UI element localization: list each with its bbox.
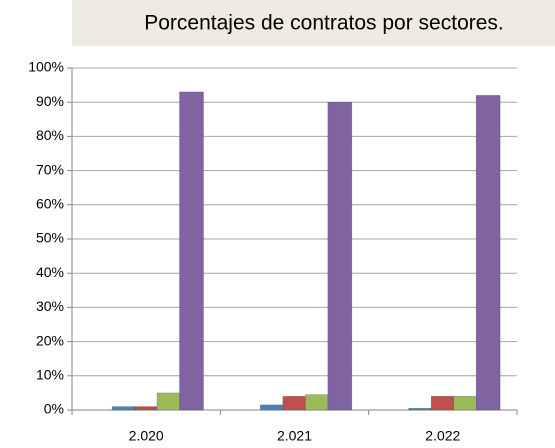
y-tick-label: 40% — [36, 264, 64, 280]
title-box — [72, 0, 555, 46]
y-tick-label: 100% — [28, 59, 64, 75]
y-tick-label: 0% — [44, 401, 64, 417]
y-tick-label: 80% — [36, 127, 64, 143]
y-tick-label: 20% — [36, 332, 64, 348]
y-tick-label: 30% — [36, 298, 64, 314]
y-tick-label: 50% — [36, 230, 64, 246]
bar — [305, 394, 330, 411]
x-tick-label: 2.020 — [129, 428, 164, 444]
x-tick-label: 2.022 — [425, 428, 460, 444]
y-tick-label: 60% — [36, 196, 64, 212]
bar — [475, 95, 501, 411]
bar — [156, 392, 182, 411]
bar — [260, 404, 285, 411]
bar — [282, 396, 308, 411]
y-tick-label: 10% — [36, 367, 64, 383]
bar — [179, 91, 204, 411]
bar — [327, 101, 353, 411]
bar — [453, 396, 478, 411]
x-tick-label: 2.021 — [277, 428, 312, 444]
bar — [134, 406, 159, 411]
bar — [408, 407, 433, 411]
y-tick-label: 90% — [36, 93, 64, 109]
bar — [430, 396, 456, 411]
y-tick-label: 70% — [36, 161, 64, 177]
chart-title: Porcentajes de contratos por sectores. — [144, 12, 504, 35]
bar — [111, 406, 137, 411]
